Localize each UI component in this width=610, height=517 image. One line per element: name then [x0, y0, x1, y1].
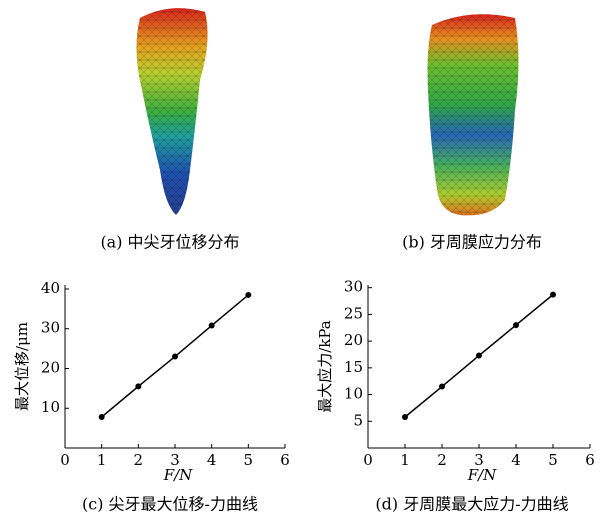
x-axis-label: F/N: [467, 466, 497, 484]
data-point: [513, 322, 519, 328]
data-point: [476, 353, 482, 359]
y-axis-label: 最大应力/kPa: [316, 320, 334, 413]
y-tick-label: 30: [344, 278, 363, 296]
y-tick-label: 20: [41, 358, 60, 376]
caption: (a) 中尖牙位移分布: [100, 233, 239, 252]
tooth-image-a: [136, 8, 207, 215]
x-tick-label: 2: [134, 451, 144, 469]
y-tick-label: 10: [41, 398, 60, 416]
caption: (b) 牙周膜应力分布: [402, 233, 542, 252]
x-tick-label: 4: [511, 451, 521, 469]
x-tick-label: 4: [207, 451, 217, 469]
data-point: [245, 292, 251, 298]
x-tick-label: 2: [437, 451, 447, 469]
x-tick-label: 6: [585, 451, 595, 469]
y-tick-label: 10: [344, 385, 363, 403]
x-tick-label: 5: [548, 451, 558, 469]
data-point: [209, 323, 215, 329]
data-point: [135, 383, 141, 389]
data-point: [172, 354, 178, 360]
x-tick-label: 1: [400, 451, 410, 469]
x-tick-label: 0: [363, 451, 373, 469]
y-tick-label: 15: [344, 358, 363, 376]
x-tick-label: 1: [97, 451, 107, 469]
y-tick-label: 25: [344, 304, 363, 322]
x-tick-label: 6: [280, 451, 290, 469]
figure: (a) 中尖牙位移分布 (b) 牙周膜应力分布 012345610203040F…: [0, 0, 610, 517]
y-tick-label: 20: [344, 331, 363, 349]
chart-title: (c) 尖牙最大位移-力曲线: [82, 495, 258, 514]
chart-title: (d) 牙周膜最大应力-力曲线: [375, 495, 568, 514]
y-axis-label: 最大位移/μm: [13, 322, 31, 411]
data-point: [439, 384, 445, 390]
tooth-image-b: [428, 14, 519, 215]
data-point: [550, 292, 556, 298]
data-point: [402, 414, 408, 420]
data-point: [99, 414, 105, 420]
x-tick-label: 0: [60, 451, 70, 469]
y-tick-label: 5: [353, 411, 363, 429]
x-axis-label: F/N: [163, 466, 193, 484]
x-tick-label: 5: [244, 451, 254, 469]
y-tick-label: 30: [41, 319, 60, 337]
y-tick-label: 40: [41, 279, 60, 297]
